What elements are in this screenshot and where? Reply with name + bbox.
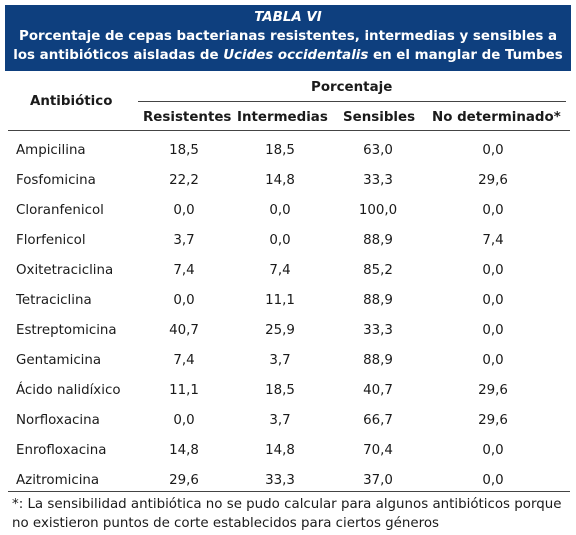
row-value-sensibles: 70,4 <box>363 443 393 458</box>
row-value-sensibles: 40,7 <box>363 383 393 398</box>
row-value-sensibles: 37,0 <box>363 473 393 488</box>
row-value-sensibles: 66,7 <box>363 413 393 428</box>
row-value-resistentes: 40,7 <box>169 323 199 338</box>
row-antibiotic-name: Enrofloxacina <box>16 443 107 458</box>
row-value-resistentes: 0,0 <box>173 203 195 218</box>
row-value-no-determinado: 0,0 <box>482 473 504 488</box>
row-value-intermedias: 7,4 <box>269 263 291 278</box>
row-value-resistentes: 7,4 <box>173 263 195 278</box>
header-sensibles: Sensibles <box>343 110 416 125</box>
row-value-resistentes: 0,0 <box>173 413 195 428</box>
row-antibiotic-name: Estreptomicina <box>16 323 117 338</box>
row-value-sensibles: 100,0 <box>358 203 398 218</box>
row-value-resistentes: 18,5 <box>169 143 199 158</box>
row-value-sensibles: 33,3 <box>363 173 393 188</box>
header-resistentes: Resistentes <box>143 110 232 125</box>
row-antibiotic-name: Fosfomicina <box>16 173 96 188</box>
row-value-intermedias: 18,5 <box>265 383 295 398</box>
row-value-no-determinado: 29,6 <box>478 173 508 188</box>
table-label: TABLA VI <box>254 10 322 25</box>
table-header-box: TABLA VI Porcentaje de cepas bacterianas… <box>5 5 571 71</box>
row-value-no-determinado: 0,0 <box>482 353 504 368</box>
row-antibiotic-name: Azitromicina <box>16 473 100 488</box>
row-value-no-determinado: 0,0 <box>482 203 504 218</box>
row-value-intermedias: 11,1 <box>265 293 295 308</box>
row-value-resistentes: 7,4 <box>173 353 195 368</box>
row-value-resistentes: 0,0 <box>173 293 195 308</box>
header-no-determinado: No determinado* <box>432 110 561 125</box>
header-rule <box>8 130 570 131</box>
row-value-intermedias: 3,7 <box>269 413 291 428</box>
row-value-resistentes: 22,2 <box>169 173 199 188</box>
row-antibiotic-name: Tetraciclina <box>16 293 92 308</box>
row-value-sensibles: 85,2 <box>363 263 393 278</box>
footnote: *: La sensibilidad antibiótica no se pud… <box>12 495 572 533</box>
table-title-line1: Porcentaje de cepas bacterianas resisten… <box>19 29 557 44</box>
row-value-no-determinado: 0,0 <box>482 323 504 338</box>
row-value-no-determinado: 0,0 <box>482 263 504 278</box>
footnote-line1: *: La sensibilidad antibiótica no se pud… <box>12 497 562 512</box>
row-value-no-determinado: 29,6 <box>478 383 508 398</box>
group-rule <box>138 101 566 102</box>
bottom-rule <box>8 491 570 492</box>
row-value-no-determinado: 0,0 <box>482 443 504 458</box>
row-value-intermedias: 14,8 <box>265 173 295 188</box>
row-value-sensibles: 63,0 <box>363 143 393 158</box>
row-value-intermedias: 25,9 <box>265 323 295 338</box>
row-value-resistentes: 3,7 <box>173 233 195 248</box>
row-value-intermedias: 0,0 <box>269 203 291 218</box>
row-value-sensibles: 33,3 <box>363 323 393 338</box>
row-antibiotic-name: Norfloxacina <box>16 413 100 428</box>
row-value-resistentes: 29,6 <box>169 473 199 488</box>
table-title-line2: los antibióticos aisladas de Ucides occi… <box>13 48 563 63</box>
species-name: Ucides occidentalis <box>223 48 369 63</box>
row-value-no-determinado: 29,6 <box>478 413 508 428</box>
row-antibiotic-name: Florfenicol <box>16 233 86 248</box>
row-value-intermedias: 0,0 <box>269 233 291 248</box>
header-intermedias: Intermedias <box>237 110 328 125</box>
row-value-no-determinado: 0,0 <box>482 143 504 158</box>
header-percentage: Porcentaje <box>311 80 393 95</box>
row-antibiotic-name: Ampicilina <box>16 143 86 158</box>
row-value-no-determinado: 0,0 <box>482 293 504 308</box>
row-value-resistentes: 14,8 <box>169 443 199 458</box>
footnote-line2: no existieron puntos de corte establecid… <box>12 516 440 531</box>
row-value-intermedias: 18,5 <box>265 143 295 158</box>
row-antibiotic-name: Ácido nalidíxico <box>16 383 121 398</box>
row-value-no-determinado: 7,4 <box>482 233 504 248</box>
row-antibiotic-name: Cloranfenicol <box>16 203 104 218</box>
row-value-intermedias: 14,8 <box>265 443 295 458</box>
row-value-intermedias: 3,7 <box>269 353 291 368</box>
row-value-sensibles: 88,9 <box>363 293 393 308</box>
row-value-sensibles: 88,9 <box>363 353 393 368</box>
row-value-resistentes: 11,1 <box>169 383 199 398</box>
row-antibiotic-name: Oxitetraciclina <box>16 263 114 278</box>
row-value-intermedias: 33,3 <box>265 473 295 488</box>
header-antibiotic: Antibiótico <box>30 94 113 109</box>
row-antibiotic-name: Gentamicina <box>16 353 102 368</box>
row-value-sensibles: 88,9 <box>363 233 393 248</box>
